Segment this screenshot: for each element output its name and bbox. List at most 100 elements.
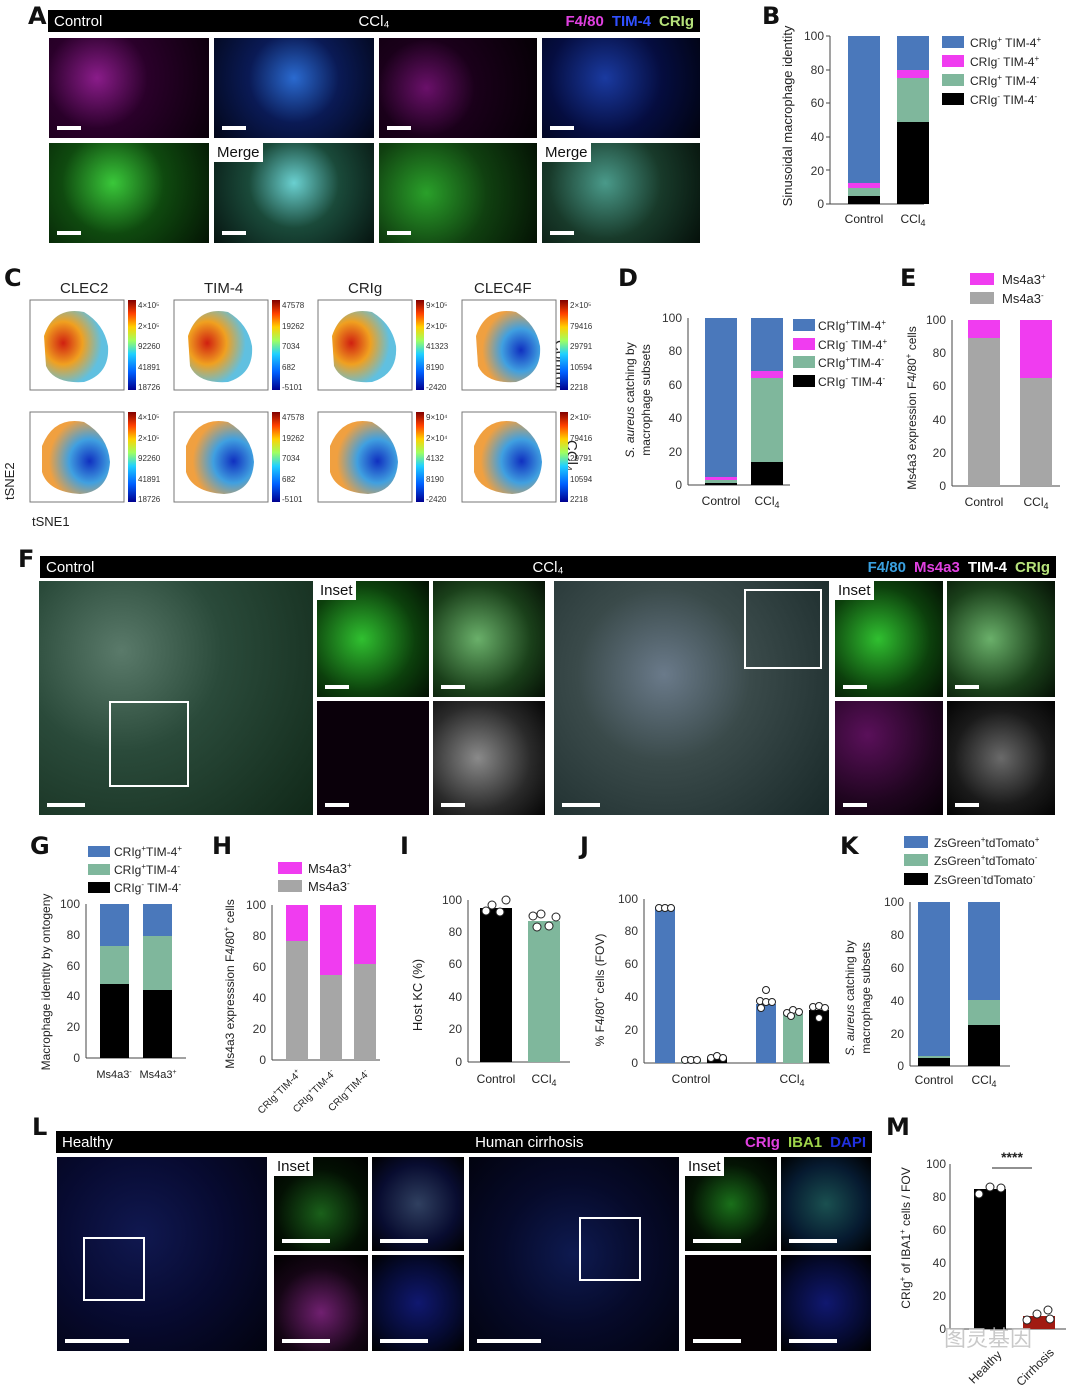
svg-text:CRIg+ of IBA1+ cells / FOV: CRIg+ of IBA1+ cells / FOV [898,1167,913,1308]
svg-text:100: 100 [926,313,946,327]
panel-b-letter: B [762,2,781,30]
svg-text:Cirrhosis: Cirrhosis [1013,1345,1056,1388]
svg-text:CCl4: CCl4 [754,494,779,510]
svg-text:CRIg- TIM-4-: CRIg- TIM-4- [818,374,885,389]
panel-c-letter: C [4,264,22,292]
svg-text:Ms4a3+: Ms4a3+ [139,1069,176,1081]
svg-text:Control: Control [702,494,741,508]
svg-text:60: 60 [625,957,639,971]
svg-text:40: 40 [933,1256,947,1270]
svg-text:CRIg+TIM-4+: CRIg+TIM-4+ [818,318,886,333]
svg-text:Control: Control [477,1072,516,1086]
marker-legend: F4/80 Ms4a3 TIM-4 CRIg [868,559,1050,576]
inset-roi-box [744,589,822,669]
svg-text:CRIg- TIM-4-: CRIg- TIM-4- [114,880,181,895]
svg-text:CRIg+ TIM-4-: CRIg+ TIM-4- [970,73,1039,88]
panel-e-letter: E [900,264,917,292]
c-col-title-clec4f: CLEC4F [474,280,532,297]
panel-a-letter: A [28,2,47,30]
a-control-f480-image [48,37,210,139]
l-cirrhosis-inset-crig [684,1254,778,1352]
svg-text:80: 80 [449,925,463,939]
a-ccl4-f480-image [378,37,538,139]
a-ccl4-tim4-image [541,37,701,139]
marker-iba1: IBA1 [787,1133,823,1151]
panel-g-chart: CRIg+TIM-4+ CRIg+TIM-4- CRIg- TIM-4- Mac… [39,844,186,1081]
svg-text:CCl4: CCl4 [779,1072,804,1088]
marker-tim4: TIM-4 [611,12,651,30]
svg-text:20: 20 [811,164,825,178]
svg-text:60: 60 [449,957,463,971]
panel-d-chart: S. aureus catching by macrophage subsets… [623,311,887,510]
l-cirrhosis-inset-iba1: Inset [684,1156,778,1252]
f-ccl4-overview-image [553,580,830,816]
svg-text:Ms4a3-: Ms4a3- [96,1069,132,1081]
panel-h-chart: Ms4a3+ Ms4a3- Ms4a3 expresssion F4/80+ c… [222,861,380,1116]
svg-text:80: 80 [67,928,81,942]
svg-text:100: 100 [926,1157,946,1171]
svg-text:Control: Control [965,495,1004,509]
marker-tim4: TIM-4 [967,558,1007,576]
svg-text:40: 40 [67,989,81,1003]
marker-crig: CRIg [659,12,694,30]
l-cirrhosis-overview-image [468,1156,680,1352]
control-label: Control [46,558,95,576]
svg-text:Ms4a3+: Ms4a3+ [308,861,352,876]
marker-f480: F4/80 [867,558,906,576]
panel-g-letter: G [30,832,50,860]
c-control-row [29,299,568,391]
c-col-title-crig: CRIg [348,280,383,297]
healthy-label: Healthy [62,1133,113,1151]
a-ccl4-merge-image: Merge [541,142,701,244]
svg-text:0: 0 [73,1051,80,1065]
svg-text:20: 20 [669,445,683,459]
f-control-inset-ms4a3 [316,700,430,816]
l-healthy-overview-image [56,1156,268,1352]
svg-text:100: 100 [246,898,266,912]
significance-stars: **** [1001,1149,1023,1165]
panel-k-letter: K [840,832,859,860]
cirrhosis-label: Human cirrhosis [475,1133,584,1151]
svg-text:20: 20 [891,1027,905,1041]
marker-dapi: DAPI [830,1133,866,1151]
panel-f-letter: F [18,545,35,573]
svg-text:60: 60 [67,959,81,973]
c-col-title-tim4: TIM-4 [204,280,244,297]
l-healthy-inset-iba1: Inset [273,1156,369,1252]
svg-text:80: 80 [811,63,825,77]
panel-j-letter: J [580,832,589,860]
svg-text:60: 60 [933,379,947,393]
merge-label: Merge [542,143,591,162]
svg-text:20: 20 [625,1023,639,1037]
panel-c-tsne-grid [29,299,568,503]
svg-text:CCl4: CCl4 [900,212,925,228]
svg-text:20: 20 [933,446,947,460]
svg-text:Host KC (%): Host KC (%) [410,959,425,1031]
panel-l-header: Healthy Human cirrhosis CRIg IBA1 DAPI [56,1131,872,1153]
c-ylabel: tSNE2 [2,462,17,500]
a-control-crig-image [48,142,210,244]
svg-text:80: 80 [253,929,267,943]
svg-text:40: 40 [253,991,267,1005]
svg-text:0: 0 [817,197,824,211]
c-xlabel: tSNE1 [32,514,70,529]
svg-text:40: 40 [811,130,825,144]
svg-text:Healthy: Healthy [966,1348,1005,1387]
svg-text:CRIg+TIM-4-: CRIg+TIM-4- [114,862,180,877]
l-healthy-inset-crig [273,1254,369,1352]
panel-k-chart: ZsGreen+tdTomato+ ZsGreen+tdTomato- ZsGr… [843,835,1040,1089]
f-control-overview-image [38,580,314,816]
svg-text:CRIg+TIM-4+: CRIg+TIM-4+ [114,844,182,859]
svg-text:60: 60 [253,960,267,974]
svg-text:80: 80 [933,1190,947,1204]
svg-text:0: 0 [455,1055,462,1069]
panel-j-chart: % F4/80+ cells (FOV) 0 20 40 60 80 100 Contro… [592,892,830,1088]
l-healthy-inset-merge [371,1156,465,1252]
svg-text:Control: Control [672,1072,711,1086]
svg-text:100: 100 [60,897,80,911]
svg-text:40: 40 [449,990,463,1004]
svg-text:0: 0 [631,1056,638,1070]
panel-m-chart: CRIg+ of IBA1+ cells / FOV 020406080100 … [898,1149,1066,1389]
c-col-title-clec2: CLEC2 [60,280,109,297]
svg-text:CRIg- TIM-4+: CRIg- TIM-4+ [970,54,1039,69]
